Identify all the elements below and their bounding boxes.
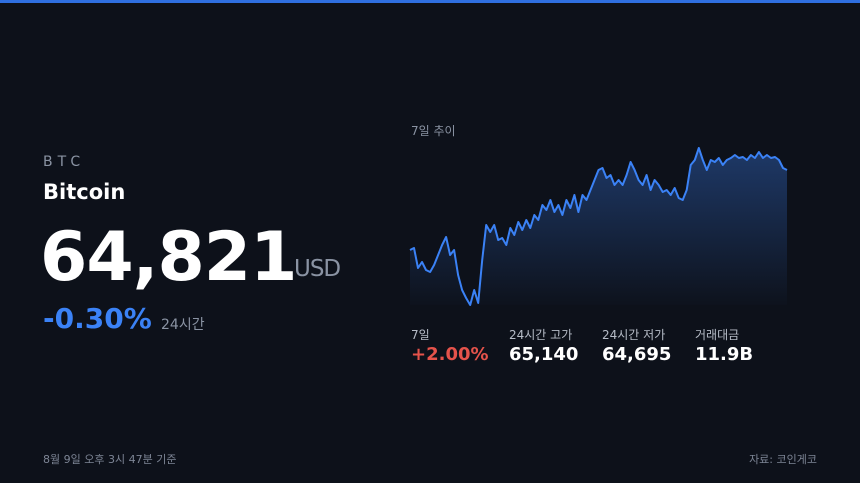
top-bar [0, 0, 860, 3]
change-period: 24시간 [161, 317, 205, 333]
chart-title: 7일 추이 [411, 124, 456, 138]
stat-value: 11.9B [695, 344, 754, 365]
price: 64,821 [40, 218, 297, 297]
source: 자료: 코인게코 [749, 453, 817, 466]
asset-name: Bitcoin [43, 180, 126, 204]
stat-value: +2.00% [411, 344, 489, 365]
stat-label: 24시간 저가 [602, 328, 666, 342]
symbol: BTC [43, 154, 86, 170]
timestamp: 8월 9일 오후 3시 47분 기준 [43, 453, 177, 466]
stat-value: 65,140 [509, 344, 579, 365]
currency: USD [294, 256, 341, 282]
area [410, 148, 787, 305]
stat-label: 7일 [411, 328, 430, 342]
stat-value: 64,695 [602, 344, 672, 365]
stat-label: 거래대금 [695, 328, 740, 342]
line [409, 147, 788, 306]
change: -0.30% [43, 302, 152, 335]
stat-label: 24시간 고가 [509, 328, 573, 342]
